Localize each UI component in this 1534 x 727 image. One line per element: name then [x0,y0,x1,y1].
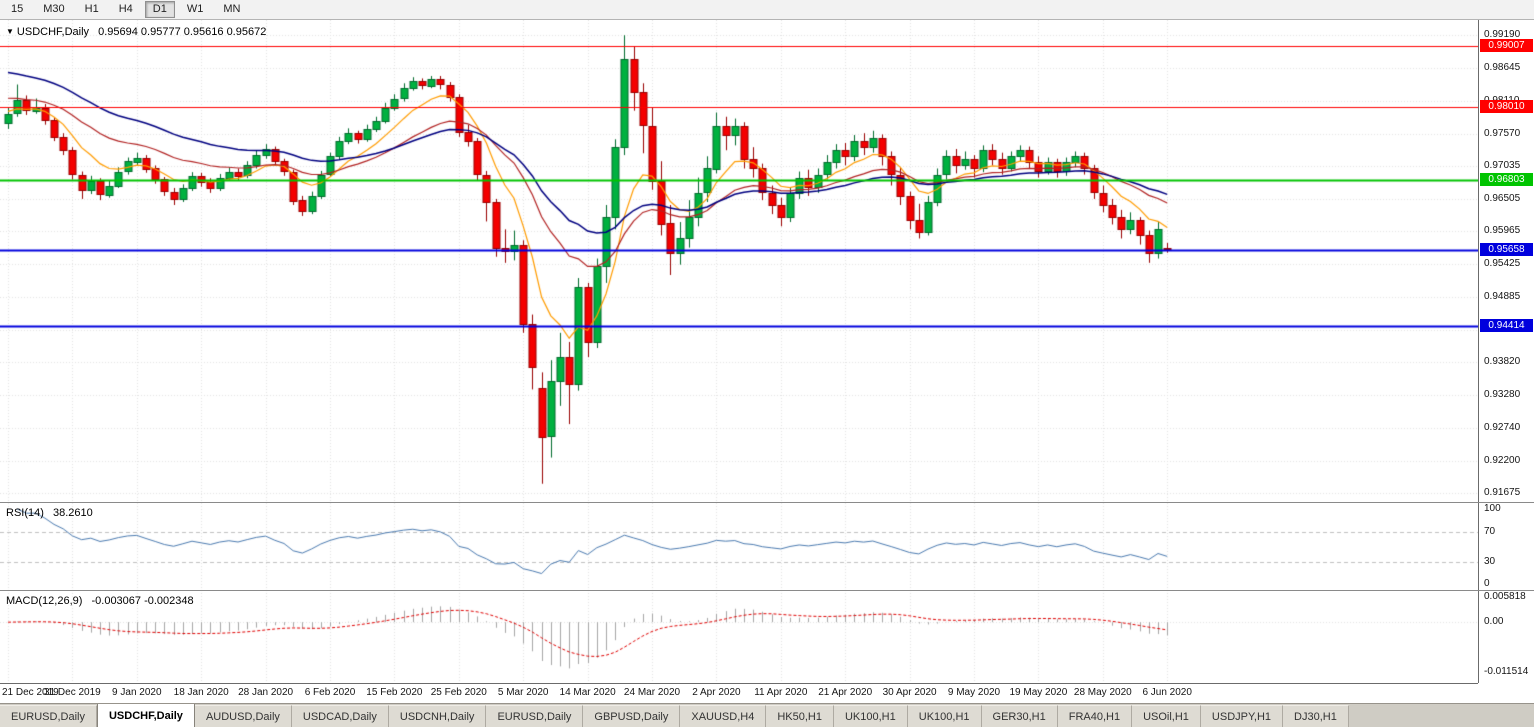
tab-xauusd-h4[interactable]: XAUUSD,H4 [680,705,767,727]
date-label: 14 Mar 2020 [559,687,616,698]
price-tick-label: 0.97035 [1484,160,1521,172]
chart-ohlc-readout: 0.95694 0.95777 0.95616 0.95672 [98,26,267,38]
price-tick-label: 0.99190 [1484,29,1521,41]
timeframe-button-h1[interactable]: H1 [84,3,99,15]
date-label: 31 Dec 2019 [44,687,101,698]
chart-symbol-label: USDCHF,Daily [16,26,90,38]
rsi-scale-label: 0 [1484,578,1490,589]
chart-tab-bar: EURUSD,Daily USDCHF,Daily AUDUSD,Daily USDC… [0,703,1534,727]
timeframe-button-mn[interactable]: MN [223,3,241,15]
date-label: 6 Feb 2020 [304,687,356,698]
rsi-scale-label: 30 [1484,555,1496,567]
date-label: 21 Dec 2019 [2,687,59,698]
price-line-label: 0.95658 [1480,243,1533,257]
date-label: 30 Apr 2020 [882,687,937,698]
price-tick-label: 0.92200 [1484,454,1521,466]
tab-uk100-h1[interactable]: UK100,H1 [833,705,908,727]
timeframe-button-m30[interactable]: M30 [43,3,65,15]
date-label: 21 Apr 2020 [818,687,873,698]
price-chart-canvas[interactable] [0,20,1478,683]
tab-usdchf-daily[interactable]: USDCHF,Daily [96,704,195,727]
timeframe-toolbar: 15 M30 H1 H4 D1 W1 MN [0,0,1534,20]
date-label: 19 May 2020 [1009,687,1068,698]
tab-eurusd-daily[interactable]: EURUSD,Daily [486,705,584,727]
macd-scale-label: -0.011514 [1484,666,1529,677]
tab-uk100-h1[interactable]: UK100,H1 [907,705,982,727]
time-axis[interactable]: 21 Dec 2019 31 Dec 2019 9 Jan 2020 18 Jan 2… [0,683,1478,702]
price-line-label: 0.96803 [1480,173,1533,187]
tab-dj30-h1[interactable]: DJ30,H1 [1283,705,1349,727]
rsi-scale-label: 70 [1484,525,1496,537]
chart-dropdown-icon[interactable]: ▼ [6,27,14,36]
price-tick-label: 0.95965 [1484,225,1521,237]
price-tick-label: 0.93820 [1484,356,1521,368]
price-line-label: 0.99007 [1480,39,1533,53]
price-tick-label: 0.91675 [1484,486,1521,498]
date-label: 11 Apr 2020 [754,687,808,698]
timeframe-button-15[interactable]: 15 [11,3,24,15]
price-tick-label: 0.95425 [1484,258,1521,270]
price-tick-label: 0.93280 [1484,388,1521,400]
tab-hk50-h1[interactable]: HK50,H1 [766,705,834,727]
date-label: 28 May 2020 [1073,687,1132,698]
date-label: 6 Jun 2020 [1142,687,1192,698]
tab-gbpusd-daily[interactable]: GBPUSD,Daily [583,705,681,727]
chart-title: ▼ USDCHF,Daily 0.95694 0.95777 0.95616 0.… [6,26,266,38]
macd-scale-label: 0.00 [1484,616,1504,628]
rsi-value: 38.2610 [52,507,93,519]
price-tick-label: 0.97570 [1484,127,1521,139]
date-label: 25 Feb 2020 [430,687,487,698]
macd-name: MACD(12,26,9) [6,595,83,607]
rsi-name: RSI(14) [6,507,44,519]
price-line-label: 0.98010 [1480,100,1533,114]
date-label: 18 Jan 2020 [173,687,229,698]
rsi-indicator-label: RSI(14) 38.2610 [6,507,93,519]
date-label: 2 Apr 2020 [692,687,741,698]
price-tick-label: 0.92740 [1484,421,1521,433]
date-label: 9 Jan 2020 [112,687,162,698]
chart-window: ▼ USDCHF,Daily 0.95694 0.95777 0.95616 0.… [0,20,1534,703]
pane-separator-rsi[interactable] [0,502,1534,503]
tab-usdjpy-h1[interactable]: USDJPY,H1 [1200,705,1284,727]
tab-usoil-h1[interactable]: USOil,H1 [1132,705,1201,727]
timeframe-button-w1[interactable]: W1 [186,3,204,15]
tab-fra40-h1[interactable]: FRA40,H1 [1057,705,1133,727]
rsi-scale-label: 100 [1484,503,1501,514]
tab-usdcnh-daily[interactable]: USDCNH,Daily [388,705,487,727]
date-label: 28 Jan 2020 [238,687,294,698]
macd-indicator-label: MACD(12,26,9) -0.003067 -0.002348 [6,595,194,607]
price-line-label: 0.94414 [1480,318,1533,332]
tab-usdcad-daily[interactable]: USDCAD,Daily [291,705,389,727]
timeframe-button-h4[interactable]: H4 [118,3,133,15]
timeframe-button-d1[interactable]: D1 [144,1,175,18]
pane-separator-macd[interactable] [0,590,1534,591]
price-tick-label: 0.98645 [1484,62,1521,74]
date-label: 24 Mar 2020 [623,687,681,698]
price-tick-label: 0.94885 [1484,291,1521,303]
date-label: 15 Feb 2020 [366,687,423,698]
macd-scale-label: 0.005818 [1484,591,1526,602]
tab-eurusd-daily[interactable]: EURUSD,Daily [0,705,97,727]
tab-ger30-h1[interactable]: GER30,H1 [981,705,1058,727]
date-label: 5 Mar 2020 [497,687,549,698]
price-tick-label: 0.96505 [1484,192,1521,204]
macd-values: -0.003067 -0.002348 [91,595,194,607]
tab-audusd-daily[interactable]: AUDUSD,Daily [194,705,292,727]
date-label: 9 May 2020 [947,687,1001,698]
price-scale[interactable]: 0.991900.986450.981100.975700.970350.965… [1478,20,1534,683]
